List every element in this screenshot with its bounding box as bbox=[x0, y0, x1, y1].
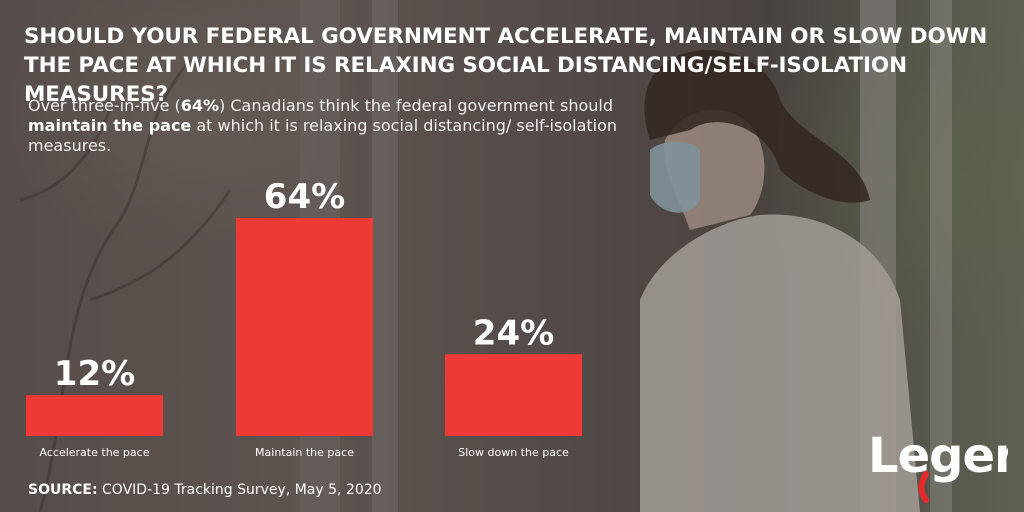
bar-accelerate-the-pace bbox=[26, 395, 163, 436]
subtitle-part-1: Over three-in-five ( bbox=[28, 96, 181, 115]
category-label-maintain-the-pace: Maintain the pace bbox=[255, 446, 354, 459]
source-label: SOURCE: bbox=[28, 482, 98, 498]
subtitle-part-2: ) Canadians think the federal government… bbox=[219, 96, 613, 115]
bar-maintain-the-pace bbox=[236, 218, 373, 436]
subtitle-highlight-phrase: maintain the pace bbox=[28, 116, 192, 135]
bar-group: 12% Accelerate the pace 64% Maintain the pa… bbox=[26, 177, 582, 459]
category-label-slow-down-the-pace: Slow down the pace bbox=[458, 446, 569, 459]
chart-title: SHOULD YOUR FEDERAL GOVERNMENT ACCELERAT… bbox=[24, 24, 988, 107]
bar-value-slow-down-the-pace: 24% bbox=[473, 313, 554, 353]
bar-value-maintain-the-pace: 64% bbox=[264, 177, 345, 217]
source-note: SOURCE: COVID-19 Tracking Survey, May 5,… bbox=[28, 482, 382, 498]
bar-value-accelerate-the-pace: 12% bbox=[54, 354, 135, 394]
subtitle-highlight-percent: 64% bbox=[180, 96, 220, 115]
logo-wordmark: Leger bbox=[868, 428, 1008, 484]
logo-accent-swoosh-icon bbox=[918, 471, 929, 503]
bar-slow-down-the-pace bbox=[445, 354, 582, 436]
chart-subtitle: Over three-in-five (64%) Canadians think… bbox=[28, 96, 668, 156]
leger-logo: Leger bbox=[868, 428, 1008, 503]
category-label-accelerate-the-pace: Accelerate the pace bbox=[40, 446, 150, 459]
source-text: COVID-19 Tracking Survey, May 5, 2020 bbox=[97, 482, 382, 498]
subtitle-part-3: at which it is relaxing social distancin… bbox=[28, 116, 618, 155]
